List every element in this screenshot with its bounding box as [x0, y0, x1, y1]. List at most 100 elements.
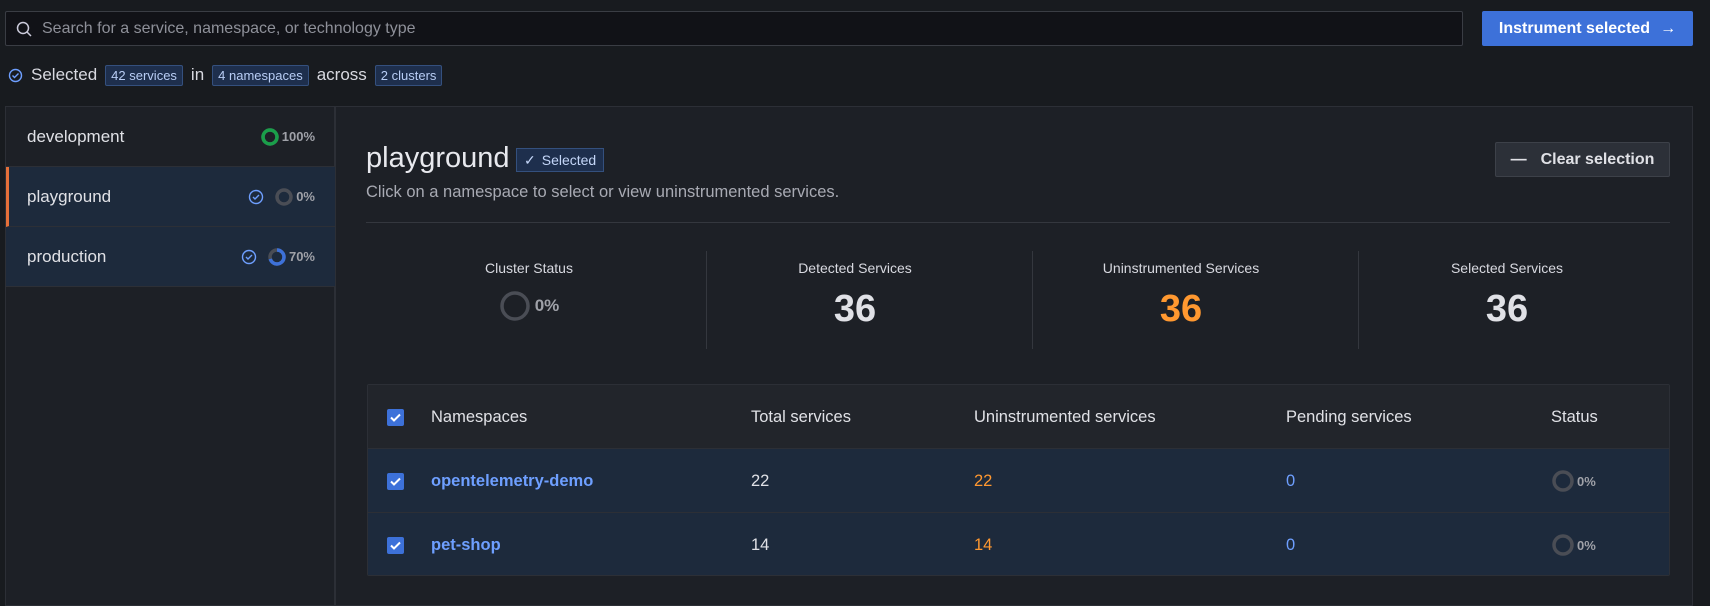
stat-label: Cluster Status	[485, 260, 573, 276]
cluster-name: production	[27, 246, 107, 266]
icon-ring	[241, 249, 257, 264]
checkbox[interactable]	[387, 472, 404, 490]
divider	[366, 222, 1670, 223]
cell	[387, 449, 404, 513]
stat-divider	[1032, 251, 1033, 349]
status-label: 0%	[1577, 473, 1596, 489]
summary-tag: 42 services	[105, 64, 183, 86]
status: 70%	[267, 247, 315, 267]
arrow-icon: →	[1660, 19, 1677, 37]
search-icon	[16, 21, 32, 37]
selection-summary: Selected 42 services in 4 namespaces acr…	[8, 64, 443, 86]
donut-arc	[268, 247, 286, 266]
cluster-status: 70%	[241, 247, 315, 267]
selected-icon	[249, 189, 264, 204]
stat-value: 36	[833, 288, 877, 330]
table-header: Namespaces Total services Uninstrumented s…	[368, 385, 1669, 449]
clear-button[interactable]: — Clear selection	[1495, 142, 1670, 177]
summary-tag: 2 clusters	[374, 64, 443, 86]
icon-check	[252, 194, 260, 200]
status-label: 0%	[1577, 537, 1596, 553]
stat-divider	[706, 251, 707, 349]
cluster-row[interactable]: development 100%	[6, 107, 335, 167]
cluster-row[interactable]: production 70%	[6, 227, 335, 287]
stat-label: Selected Services	[1450, 260, 1564, 276]
stat-label: Detected Services	[798, 260, 912, 276]
stat: Uninstrumented Services 36	[1018, 251, 1344, 349]
detail-title: playground	[366, 142, 510, 174]
summary-tag: 4 namespaces	[212, 64, 309, 86]
donut-arc	[261, 127, 279, 146]
icon-check	[245, 254, 253, 260]
cell-total: 22	[751, 471, 770, 490]
cluster-status: 0%	[248, 187, 315, 207]
summary-text: across	[316, 65, 367, 84]
cell-pending: 0	[1286, 471, 1296, 490]
cell-uninstrumented: 22	[974, 471, 993, 490]
check-icon	[8, 68, 23, 82]
stat-label: Uninstrumented Services	[1102, 260, 1260, 276]
donut	[275, 187, 293, 206]
donut	[261, 127, 279, 146]
selected-icon	[241, 249, 257, 264]
stat-donut: 0%	[366, 290, 692, 322]
search-input[interactable]: Search for a service, namespace, or tech…	[5, 11, 1463, 46]
status: 100%	[260, 127, 315, 147]
cluster-status: 100%	[260, 127, 315, 147]
button-label: Clear selection	[1540, 150, 1655, 168]
percent-label: 70%	[288, 249, 315, 264]
column-header: Total services	[751, 407, 851, 426]
cell-namespace[interactable]: pet-shop	[431, 535, 501, 554]
namespace-table: Namespaces Total services Uninstrumented s…	[367, 384, 1670, 576]
cell-pending: 0	[1286, 535, 1296, 554]
badge-label: Selected	[541, 152, 597, 168]
status: 0%	[274, 187, 315, 207]
check-mark	[390, 413, 401, 422]
checkbox[interactable]	[387, 408, 404, 426]
donut-track	[1552, 470, 1574, 492]
check: ✓	[524, 151, 536, 168]
stat-value: 36	[1159, 288, 1203, 330]
summary-text: Selected	[31, 65, 98, 84]
column-header: Namespaces	[431, 407, 528, 426]
cell-uninstrumented: 14	[974, 535, 993, 554]
cell	[387, 513, 404, 575]
check-mark	[390, 477, 401, 486]
column-header: Pending services	[1286, 407, 1412, 426]
donut-track	[275, 187, 293, 206]
column-header: Status	[1551, 407, 1598, 426]
summary-text: in	[190, 65, 205, 84]
donut-track	[1552, 534, 1574, 556]
cell-namespace[interactable]: opentelemetry-demo	[431, 471, 594, 490]
detail-subtitle: Click on a namespace to select or view u…	[366, 183, 840, 201]
stat-divider	[1358, 251, 1359, 349]
cell-total: 14	[751, 535, 770, 554]
stat-value: 0%	[534, 296, 560, 315]
instrument-button[interactable]: Instrument selected →	[1482, 11, 1693, 46]
cell-status: 0%	[1551, 513, 1596, 575]
donut	[1552, 534, 1574, 556]
stat-value: 36	[1485, 288, 1529, 330]
search-placeholder: Search for a service, namespace, or tech…	[42, 19, 416, 37]
table-row: pet-shop 14 14 0 0%	[368, 513, 1669, 575]
button-label: Instrument selected	[1498, 19, 1651, 37]
cluster-name: playground	[27, 186, 112, 206]
checkbox[interactable]	[387, 536, 404, 554]
table-row: opentelemetry-demo 22 22 0 0%	[368, 449, 1669, 513]
percent-label: 100%	[281, 129, 315, 144]
cluster-row[interactable]: playground 0%	[6, 167, 335, 227]
selected-badge: ✓ Selected	[516, 148, 605, 172]
stat: Selected Services 36	[1344, 251, 1670, 349]
stat: Cluster Status 0%	[366, 251, 692, 349]
donut-track	[499, 291, 530, 321]
check-mark	[390, 541, 401, 550]
donut	[1552, 470, 1574, 492]
donut	[268, 247, 286, 266]
donut	[499, 291, 530, 321]
column-header: Uninstrumented services	[974, 407, 1156, 426]
minus-icon: —	[1510, 150, 1527, 168]
stat: Detected Services 36	[692, 251, 1018, 349]
cluster-list: development 100% playground 0% production 70%	[5, 106, 335, 606]
percent-label: 0%	[296, 189, 315, 204]
